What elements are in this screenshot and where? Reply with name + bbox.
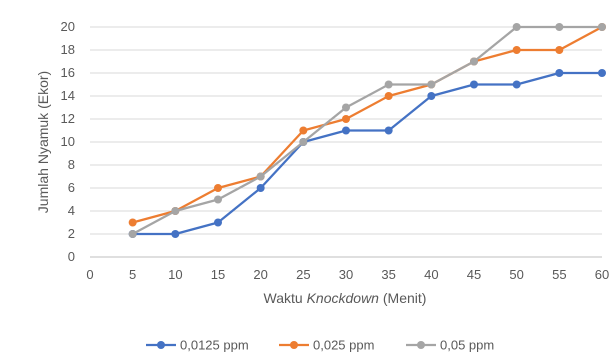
data-point [384, 80, 393, 89]
series-line [131, 71, 604, 236]
data-point [171, 207, 180, 215]
y-tick-label: 6 [68, 180, 75, 195]
legend-label: 0,05 ppm [440, 338, 494, 353]
legend-label: 0,025 ppm [313, 338, 374, 353]
y-tick-label: 18 [61, 42, 75, 57]
legend-label: 0,0125 ppm [180, 338, 249, 353]
series-line [131, 25, 604, 224]
y-tick-label: 14 [61, 88, 75, 103]
data-point [470, 57, 478, 66]
x-tick-label: 40 [424, 267, 438, 282]
data-point [128, 230, 137, 238]
series-2 [128, 23, 606, 238]
series-0 [128, 69, 606, 238]
x-tick-label: 0 [86, 267, 93, 282]
series-1 [128, 23, 606, 227]
x-tick-label: 45 [467, 267, 481, 282]
data-point [256, 184, 265, 192]
x-tick-label: 10 [168, 267, 182, 282]
x-tick-label: 35 [381, 267, 395, 282]
x-tick-label: 55 [552, 267, 566, 282]
y-tick-label: 4 [68, 203, 75, 218]
data-point [299, 126, 308, 135]
data-point [470, 80, 478, 89]
y-tick-label: 2 [68, 226, 75, 241]
data-point [342, 115, 350, 123]
y-axis-title: Jumlah Nyamuk (Ekor) [35, 71, 51, 213]
data-point [512, 80, 521, 89]
data-point [214, 218, 222, 227]
data-point [598, 69, 606, 77]
y-tick-label: 0 [68, 249, 75, 264]
x-axis-title-prefix: Waktu [264, 290, 307, 306]
data-point [512, 46, 521, 54]
data-point [256, 172, 265, 181]
data-point [598, 23, 606, 31]
y-tick-label: 8 [68, 157, 75, 172]
x-tick-label: 25 [296, 267, 310, 282]
data-point [555, 69, 564, 77]
series-line [131, 25, 604, 236]
legend-item: 0,0125 ppm [146, 338, 249, 353]
y-tick-label: 20 [61, 19, 75, 34]
data-point [427, 92, 436, 100]
legend: 0,0125 ppm 0,025 ppm 0,05 ppm [146, 338, 494, 353]
data-point [342, 126, 350, 135]
y-tick-label: 12 [61, 111, 75, 126]
data-point [384, 126, 393, 135]
x-tick-label: 15 [211, 267, 225, 282]
x-tick-label: 60 [595, 267, 609, 282]
x-tick-label: 20 [253, 267, 267, 282]
x-tick-label: 5 [129, 267, 136, 282]
legend-swatch-marker [417, 341, 425, 349]
y-tick-label: 16 [61, 65, 75, 80]
y-tick-label: 10 [61, 134, 75, 149]
data-point [214, 195, 222, 204]
data-point [171, 230, 180, 238]
data-point [128, 218, 137, 227]
data-point [512, 23, 521, 31]
data-point [555, 23, 564, 31]
legend-item: 0,05 ppm [406, 338, 494, 353]
data-point [555, 46, 564, 54]
x-axis-title-italic: Knockdown [307, 290, 380, 306]
legend-item: 0,025 ppm [279, 338, 374, 353]
x-tick-label: 50 [509, 267, 523, 282]
data-point [427, 80, 436, 89]
data-point [299, 138, 308, 146]
x-axis-title: Waktu Knockdown (Menit) [264, 290, 427, 306]
x-tick-label: 30 [339, 267, 353, 282]
legend-swatch-marker [157, 341, 165, 349]
data-point [342, 103, 350, 112]
legend-swatch-marker [290, 341, 298, 349]
x-axis-title-suffix: (Menit) [379, 290, 426, 306]
data-point [214, 184, 222, 192]
series-lines [128, 23, 606, 238]
data-point [384, 92, 393, 100]
tick-labels: 0 2 4 6 8 10 12 14 16 18 20 0 5 10 15 20 25 30 35 40 45 50 55 6… [61, 19, 610, 282]
